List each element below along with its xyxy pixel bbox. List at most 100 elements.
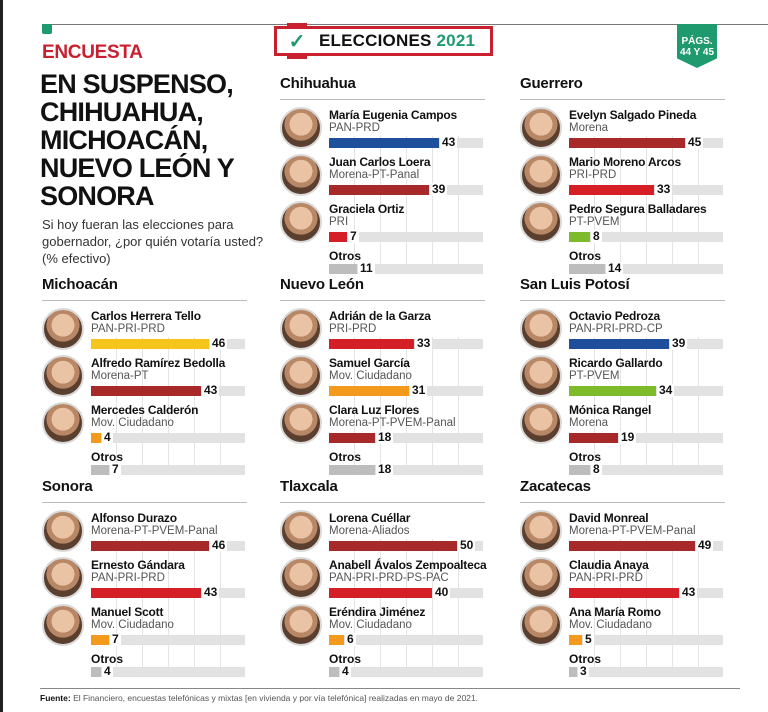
vote-bar	[91, 386, 201, 396]
candidate-name: Graciela Ortiz	[329, 202, 405, 216]
candidate-row: Octavio Pedroza PAN-PRI-PRD-CP 39	[520, 307, 735, 354]
candidate-photo	[520, 604, 562, 646]
deck-question: Si hoy fueran las elecciones para gobern…	[42, 217, 264, 266]
vote-percentage: 40	[433, 585, 451, 599]
bar-track	[91, 433, 245, 443]
vote-percentage: 8	[591, 229, 602, 243]
state-panel-guerrero: Guerrero Evelyn Salgado Pineda Morena 45 Mar…	[520, 75, 735, 279]
candidate-photo	[280, 510, 322, 552]
headline: EN SUSPENSO, CHIHUAHUA, MICHOACÁN, NUEVO…	[40, 69, 234, 211]
candidate-row: Clara Luz Flores Morena-PT-PVEM-Panal 18	[280, 401, 495, 448]
vote-percentage: 7	[110, 632, 121, 646]
source-rule	[40, 688, 740, 689]
candidate-photo	[520, 107, 562, 149]
candidate-name: Juan Carlos Loera	[329, 155, 431, 169]
candidate-name: Alfredo Ramírez Bedolla	[91, 356, 226, 370]
candidate-party: Morena	[569, 417, 608, 429]
candidate-party: PRI-PRD	[569, 169, 617, 181]
vote-percentage: 14	[606, 261, 624, 275]
candidate-name: Pedro Segura Balladares	[569, 202, 707, 216]
bar-track	[569, 667, 723, 677]
candidate-party: Mov. Ciudadano	[329, 370, 412, 382]
vote-percentage: 5	[583, 632, 594, 646]
candidate-name: Manuel Scott	[91, 605, 164, 619]
bar-track	[329, 232, 483, 242]
state-title: San Luis Potosí	[520, 276, 630, 293]
vote-bar	[329, 138, 439, 148]
candidate-row: Manuel Scott Mov. Ciudadano 7	[42, 603, 257, 650]
candidate-photo	[520, 510, 562, 552]
vote-percentage: 39	[430, 182, 448, 196]
candidate-party: PAN-PRI-PRD-PS-PAC	[329, 572, 449, 584]
vote-percentage: 8	[591, 462, 602, 476]
candidate-list: Evelyn Salgado Pineda Morena 45 Mario Moren…	[520, 106, 735, 279]
vote-percentage: 31	[410, 383, 428, 397]
candidate-party: Mov. Ciudadano	[329, 619, 412, 631]
vote-bar	[569, 667, 577, 677]
candidate-row: David Monreal Morena-PT-PVEM-Panal 49	[520, 509, 735, 556]
bar-track	[91, 667, 245, 677]
others-row: Otros 7	[42, 448, 257, 480]
state-rule	[280, 300, 485, 301]
vote-bar	[91, 635, 109, 645]
candidate-row: Alfonso Durazo Morena-PT-PVEM-Panal 46	[42, 509, 257, 556]
vote-percentage: 4	[102, 430, 113, 444]
others-label: Otros	[569, 652, 602, 666]
vote-bar	[569, 264, 605, 274]
candidate-name: Anabell Ávalos Zempoalteca	[329, 558, 487, 572]
others-label: Otros	[329, 652, 362, 666]
candidate-name: María Eugenia Campos	[329, 108, 458, 122]
state-panel-chihuahua: Chihuahua María Eugenia Campos PAN-PRD 43 Ju…	[280, 75, 495, 279]
candidate-list: Alfonso Durazo Morena-PT-PVEM-Panal 46 Erne…	[42, 509, 257, 682]
candidate-name: Claudia Anaya	[569, 558, 649, 572]
state-panel-nuevo-leon: Nuevo León Adrián de la Garza PRI-PRD 33 Sam…	[280, 276, 495, 480]
bar-track	[329, 264, 483, 274]
candidate-photo	[520, 308, 562, 350]
checkmark-icon: ✓	[283, 23, 311, 59]
candidate-list: Adrián de la Garza PRI-PRD 33 Samuel García…	[280, 307, 495, 480]
vote-percentage: 18	[376, 430, 394, 444]
others-label: Otros	[329, 249, 362, 263]
state-rule	[520, 300, 725, 301]
bar-track	[569, 232, 723, 242]
candidate-row: Ana María Romo Mov. Ciudadano 5	[520, 603, 735, 650]
state-title: Guerrero	[520, 75, 583, 92]
bar-track	[329, 386, 483, 396]
candidate-name: Alfonso Durazo	[91, 511, 177, 525]
candidate-photo	[42, 402, 84, 444]
vote-percentage: 43	[202, 383, 220, 397]
candidate-list: Lorena Cuéllar Morena-Aliados 50 Anabell Áv…	[280, 509, 495, 682]
candidate-row: Samuel García Mov. Ciudadano 31	[280, 354, 495, 401]
candidate-photo	[42, 510, 84, 552]
vote-bar	[569, 433, 618, 443]
candidate-photo	[280, 557, 322, 599]
others-row: Otros 18	[280, 448, 495, 480]
vote-percentage: 34	[657, 383, 675, 397]
state-panel-san-luis-potosi: San Luis Potosí Octavio Pedroza PAN-PRI-PR…	[520, 276, 735, 480]
state-panel-sonora: Sonora Alfonso Durazo Morena-PT-PVEM-Panal…	[42, 478, 257, 682]
bar-track	[329, 667, 483, 677]
bar-track	[329, 433, 483, 443]
candidate-party: PT-PVEM	[569, 216, 620, 228]
candidate-row: Eréndira Jiménez Mov. Ciudadano 6	[280, 603, 495, 650]
bar-track	[569, 588, 723, 598]
candidate-list: David Monreal Morena-PT-PVEM-Panal 49 Claud…	[520, 509, 735, 682]
candidate-photo	[520, 557, 562, 599]
vote-percentage: 45	[686, 135, 704, 149]
vote-bar	[569, 232, 590, 242]
candidate-name: Adrián de la Garza	[329, 309, 431, 323]
bar-track	[569, 433, 723, 443]
candidate-name: Mercedes Calderón	[91, 403, 199, 417]
vote-percentage: 43	[202, 585, 220, 599]
bar-track	[329, 185, 483, 195]
candidate-party: Morena-PT-PVEM-Panal	[569, 525, 696, 537]
vote-bar	[569, 386, 656, 396]
bar-track	[569, 635, 723, 645]
candidate-row: Anabell Ávalos Zempoalteca PAN-PRI-PRD-PS…	[280, 556, 495, 603]
candidate-row: Claudia Anaya PAN-PRI-PRD 43	[520, 556, 735, 603]
candidate-name: Lorena Cuéllar	[329, 511, 411, 525]
section-tab-marker	[42, 24, 52, 34]
vote-bar	[91, 465, 109, 475]
candidate-party: PAN-PRI-PRD	[91, 572, 165, 584]
state-panel-michoacan: Michoacán Carlos Herrera Tello PAN-PRI-PRD…	[42, 276, 257, 480]
